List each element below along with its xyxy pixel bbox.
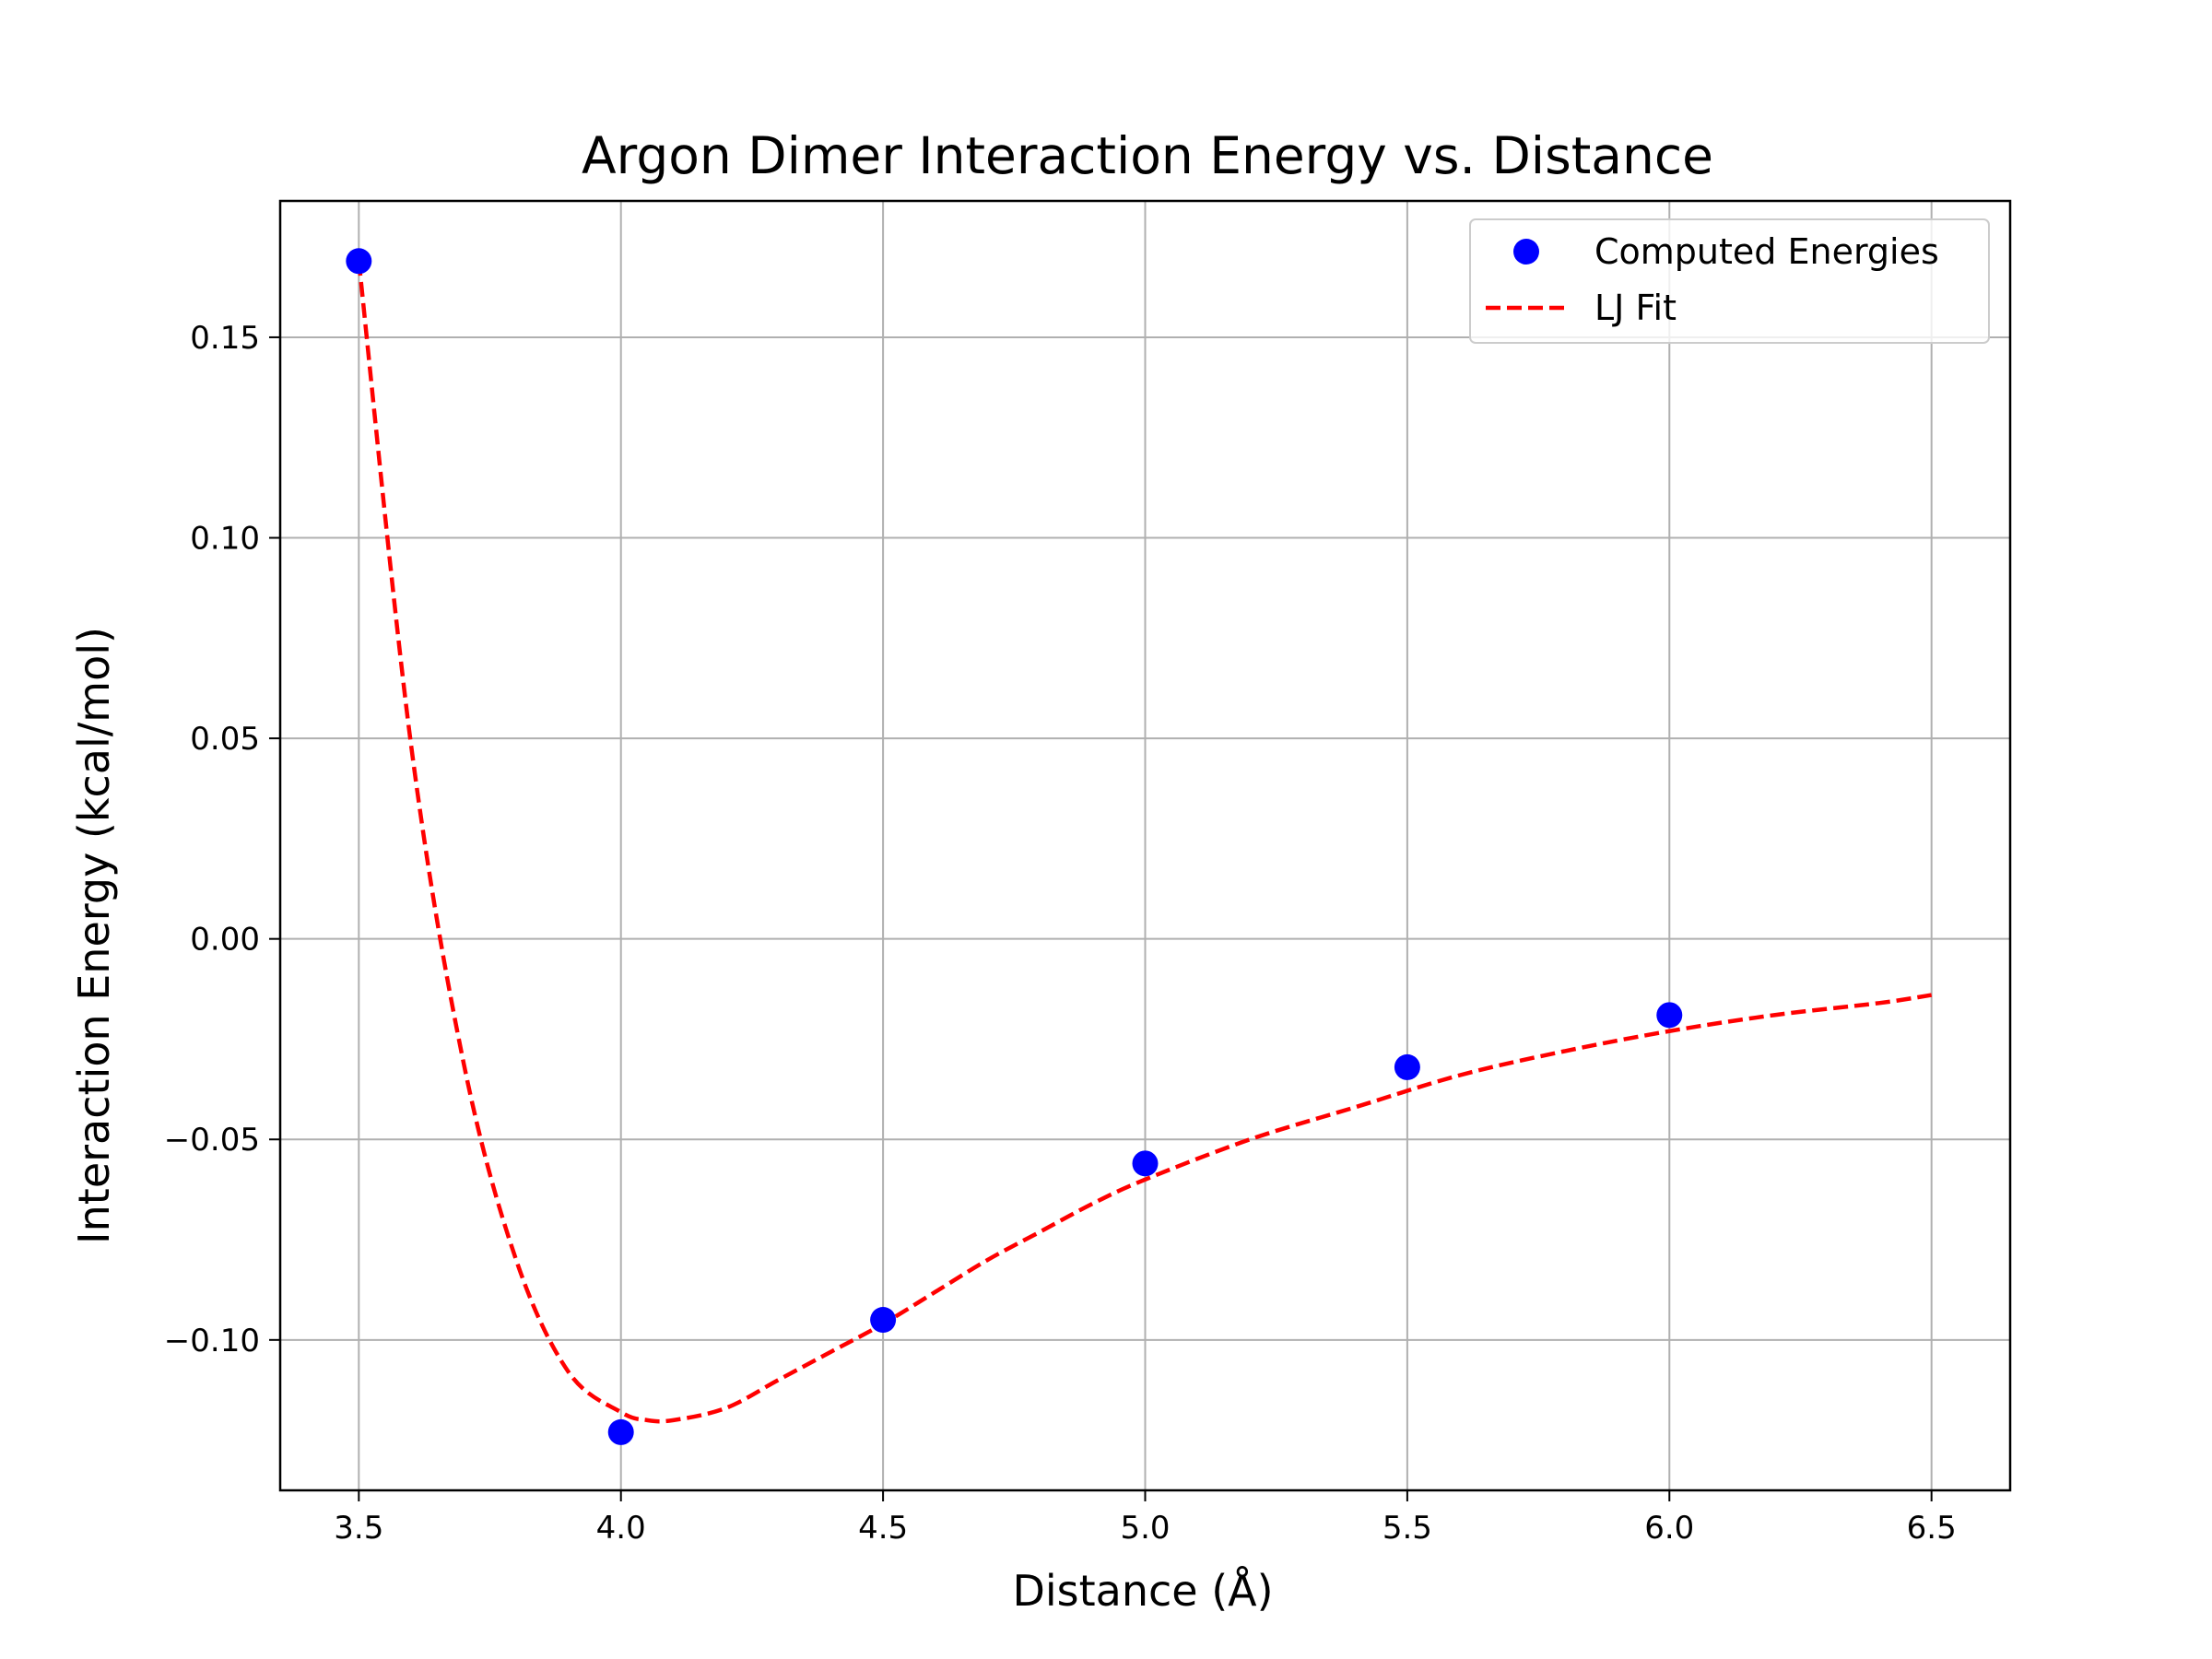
- x-tick-label: 5.0: [1120, 1510, 1170, 1547]
- computed-energy-point: [607, 1418, 634, 1445]
- scatter-points-layer: [346, 248, 1683, 1445]
- legend-label-computed-energies: Computed Energies: [1594, 231, 1939, 272]
- ticks: 3.5 4.0 4.5 5.0 5.5 6.0 6.5 −0.10 −0.05 0.00 0.05 0…: [164, 320, 1957, 1547]
- grid: [280, 201, 2010, 1490]
- computed-energy-point: [870, 1307, 897, 1334]
- x-tick-label: 6.5: [1907, 1510, 1957, 1547]
- y-axis-label: Interaction Energy (kcal/mol): [69, 627, 119, 1244]
- x-tick-label: 6.0: [1644, 1510, 1694, 1547]
- y-tick-label: 0.05: [190, 721, 260, 758]
- legend: Computed Energies LJ Fit: [1469, 218, 1990, 344]
- x-tick-label: 4.0: [596, 1510, 646, 1547]
- y-tick-label: −0.05: [164, 1122, 260, 1159]
- y-tick-label: 0.15: [190, 320, 260, 357]
- x-tick-label: 4.5: [858, 1510, 908, 1547]
- y-tick-label: 0.10: [190, 521, 260, 558]
- computed-energy-point: [346, 248, 372, 275]
- x-tick-label: 5.5: [1382, 1510, 1432, 1547]
- legend-box: [1469, 218, 1990, 344]
- computed-energy-point: [1394, 1053, 1420, 1080]
- computed-energy-point: [1656, 1002, 1683, 1029]
- legend-label-lj-fit: LJ Fit: [1594, 288, 1677, 328]
- chart-title: Argon Dimer Interaction Energy vs. Dista…: [582, 126, 1713, 185]
- x-axis-label: Distance (Å): [1012, 1566, 1273, 1616]
- legend-marker-computed-energies: [1513, 239, 1539, 265]
- x-tick-label: 3.5: [334, 1510, 383, 1547]
- y-tick-label: 0.00: [190, 922, 260, 959]
- computed-energy-point: [1132, 1150, 1159, 1177]
- y-tick-label: −0.10: [164, 1323, 260, 1359]
